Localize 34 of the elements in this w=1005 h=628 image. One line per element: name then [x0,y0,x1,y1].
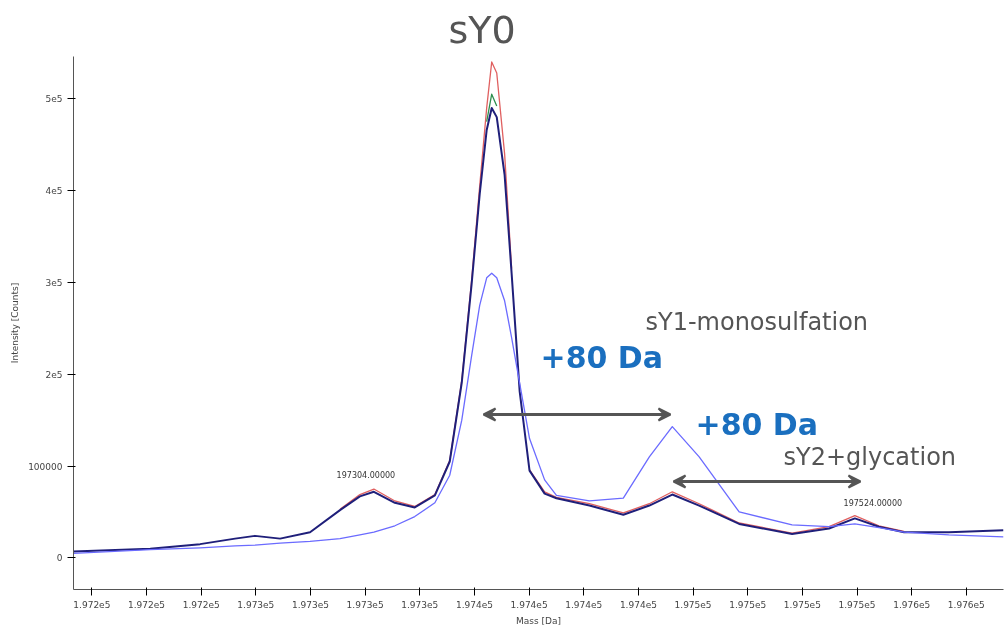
annotation: sY1-monosulfation [645,307,869,336]
y-tick-label: 100000 [28,461,63,472]
y-tick-label: 4e5 [45,186,63,197]
y-axis-title: Intensity [Counts] [10,282,21,364]
annotation: +80 Da [540,340,663,375]
x-tick-label: 1.973e5 [237,599,275,610]
y-tick-label: 2e5 [45,369,63,380]
x-tick-label: 1.974e5 [510,599,548,610]
y-tick-label: 5e5 [45,94,63,105]
x-tick-label: 1.976e5 [947,599,985,610]
x-tick-label: 1.975e5 [838,599,876,610]
x-tick-label: 1.973e5 [346,599,384,610]
annotation: sY2+glycation [783,442,957,471]
line-series [73,106,1004,553]
line-series [73,272,1004,554]
x-tick-label: 1.975e5 [783,599,821,610]
x-tick-label: 1.972e5 [128,599,166,610]
y-tick-label: 3e5 [45,277,63,288]
chart-title: sY0 [448,7,516,52]
x-tick-label: 1.973e5 [291,599,329,610]
x-tick-label: 1.975e5 [674,599,712,610]
x-tick-label: 1.974e5 [619,599,657,610]
x-tick-label: 1.974e5 [455,599,493,610]
x-tick-label: 1.972e5 [182,599,220,610]
x-tick-label: 1.975e5 [729,599,767,610]
annotation: 197524.00000 [843,499,903,509]
x-axis-title: Mass [Da] [516,615,562,626]
y-tick-label: 0 [56,553,63,564]
x-tick-label: 1.976e5 [893,599,931,610]
x-tick-label: 1.972e5 [73,599,111,610]
annotation: 197304.00000 [336,470,396,480]
x-tick-label: 1.973e5 [401,599,439,610]
annotation: +80 Da [695,407,818,442]
x-tick-label: 1.974e5 [565,599,603,610]
